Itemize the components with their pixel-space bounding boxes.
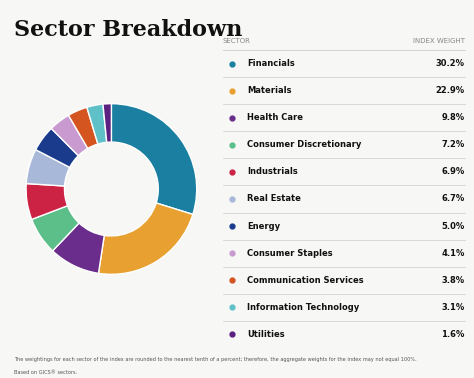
Text: 4.1%: 4.1%	[441, 249, 465, 257]
Wedge shape	[87, 104, 107, 144]
Wedge shape	[36, 129, 78, 167]
Text: Energy: Energy	[247, 222, 280, 231]
Text: Information Technology: Information Technology	[247, 303, 359, 312]
Wedge shape	[53, 223, 104, 273]
Wedge shape	[103, 104, 111, 142]
Wedge shape	[51, 115, 88, 156]
Text: Consumer Discretionary: Consumer Discretionary	[247, 140, 361, 149]
Wedge shape	[68, 107, 98, 149]
Text: INDEX WEIGHT: INDEX WEIGHT	[412, 38, 465, 44]
Text: 6.9%: 6.9%	[441, 167, 465, 177]
Text: Materials: Materials	[247, 86, 292, 95]
Text: Health Care: Health Care	[247, 113, 303, 122]
Wedge shape	[26, 184, 68, 219]
Text: SECTOR: SECTOR	[223, 38, 251, 44]
Text: Utilities: Utilities	[247, 330, 284, 339]
Wedge shape	[26, 150, 70, 186]
Text: Financials: Financials	[247, 59, 295, 68]
Text: 6.7%: 6.7%	[441, 194, 465, 203]
Text: 9.8%: 9.8%	[441, 113, 465, 122]
Wedge shape	[32, 206, 79, 251]
Text: 3.1%: 3.1%	[441, 303, 465, 312]
Text: Communication Services: Communication Services	[247, 276, 364, 285]
Text: 3.8%: 3.8%	[441, 276, 465, 285]
Text: 7.2%: 7.2%	[441, 140, 465, 149]
Text: The weightings for each sector of the index are rounded to the nearest tenth of : The weightings for each sector of the in…	[14, 357, 417, 362]
Wedge shape	[111, 104, 197, 214]
Wedge shape	[99, 203, 193, 274]
Text: 1.6%: 1.6%	[441, 330, 465, 339]
Text: 5.0%: 5.0%	[441, 222, 465, 231]
Text: Sector Breakdown: Sector Breakdown	[14, 19, 243, 41]
Text: Industrials: Industrials	[247, 167, 298, 177]
Text: Real Estate: Real Estate	[247, 194, 301, 203]
Text: Consumer Staples: Consumer Staples	[247, 249, 333, 257]
Text: Based on GICS® sectors.: Based on GICS® sectors.	[14, 370, 77, 375]
Text: 22.9%: 22.9%	[436, 86, 465, 95]
Text: 30.2%: 30.2%	[436, 59, 465, 68]
